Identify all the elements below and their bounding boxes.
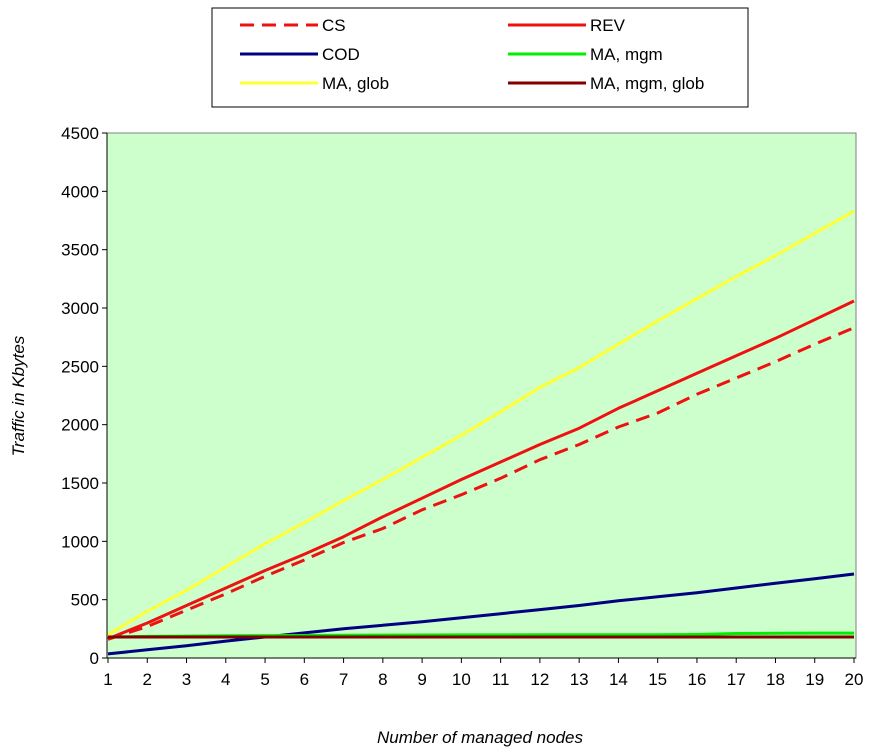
x-tick-label: 5 xyxy=(260,670,269,689)
y-tick-label: 1500 xyxy=(61,474,99,493)
legend-label: CS xyxy=(322,16,346,35)
x-tick-label: 20 xyxy=(845,670,864,689)
y-tick-label: 2000 xyxy=(61,416,99,435)
x-tick-label: 2 xyxy=(143,670,152,689)
x-tick-label: 7 xyxy=(339,670,348,689)
y-tick-label: 500 xyxy=(71,591,99,610)
series-layer xyxy=(107,209,855,656)
legend-label: MA, mgm xyxy=(590,45,663,64)
series-line-ma-glob xyxy=(107,209,855,636)
y-tick-label: 1000 xyxy=(61,532,99,551)
x-tick-label: 6 xyxy=(300,670,309,689)
legend: CS REV COD MA, mgm MA, glob MA, mgm, glob xyxy=(211,7,749,108)
series-line-rev xyxy=(107,299,855,641)
y-axis-title: Traffic in Kbytes xyxy=(9,335,28,456)
x-tick-label: 18 xyxy=(766,670,785,689)
series-line-cod xyxy=(107,572,855,656)
legend-label: MA, mgm, glob xyxy=(590,74,704,93)
y-tick-label: 3500 xyxy=(61,241,99,260)
legend-label: MA, glob xyxy=(322,74,389,93)
x-tick-label: 4 xyxy=(221,670,230,689)
x-axis-title: Number of managed nodes xyxy=(377,728,584,747)
x-tick-label: 3 xyxy=(182,670,191,689)
legend-label: COD xyxy=(322,45,360,64)
x-tick-label: 15 xyxy=(648,670,667,689)
x-tick-label: 16 xyxy=(687,670,706,689)
series-line-cs xyxy=(107,326,855,641)
x-tick-label: 8 xyxy=(378,670,387,689)
legend-box xyxy=(211,7,749,108)
y-tick-label: 4500 xyxy=(61,124,99,143)
legend-label: REV xyxy=(590,16,626,35)
x-tick-label: 17 xyxy=(727,670,746,689)
x-tick-label: 13 xyxy=(570,670,589,689)
y-tick-label: 4000 xyxy=(61,182,99,201)
x-tick-label: 1 xyxy=(103,670,112,689)
y-tick-label: 3000 xyxy=(61,299,99,318)
plot-area xyxy=(106,132,857,659)
x-tick-label: 11 xyxy=(492,670,510,689)
y-tick-label: 2500 xyxy=(61,357,99,376)
x-tick-label: 14 xyxy=(609,670,628,689)
x-tick-label: 10 xyxy=(452,670,471,689)
y-tick-label: 0 xyxy=(90,649,99,668)
x-tick-label: 9 xyxy=(417,670,426,689)
x-tick-label: 19 xyxy=(805,670,824,689)
x-tick-label: 12 xyxy=(530,670,549,689)
